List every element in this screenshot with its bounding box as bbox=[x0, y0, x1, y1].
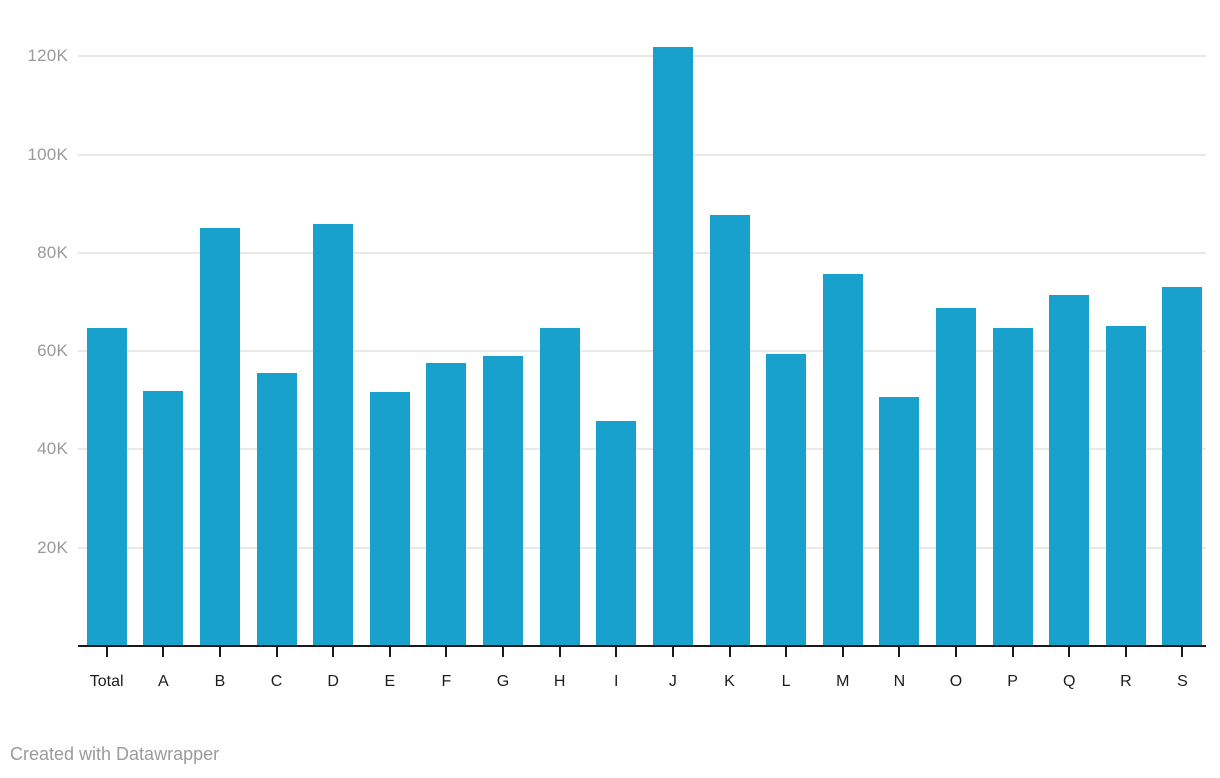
gridline-20K bbox=[78, 546, 1206, 549]
plot-area: 20K 40K 60K 80K 100K 120K bbox=[27, 46, 1206, 646]
x-axis-tick bbox=[162, 647, 165, 657]
x-axis-label-f: F bbox=[441, 673, 452, 690]
bar-r[interactable] bbox=[1105, 326, 1146, 646]
x-axis-label-e: E bbox=[384, 673, 396, 690]
x-axis-tick bbox=[502, 647, 505, 657]
x-axis-tick bbox=[841, 647, 844, 657]
x-axis-tick bbox=[332, 647, 335, 657]
bar-q[interactable] bbox=[1049, 295, 1090, 646]
x-axis-label-q: Q bbox=[1063, 673, 1076, 690]
bar-e[interactable] bbox=[369, 392, 410, 646]
bar-s[interactable] bbox=[1162, 287, 1203, 646]
x-axis-tick bbox=[1124, 647, 1127, 657]
bar-c[interactable] bbox=[256, 373, 297, 646]
x-axis-tick bbox=[728, 647, 731, 657]
x-axis-tick bbox=[558, 647, 561, 657]
bar-j[interactable] bbox=[652, 47, 693, 646]
x-axis-label-c: C bbox=[270, 673, 283, 690]
gridline-80K bbox=[78, 251, 1206, 254]
x-axis-tick bbox=[785, 647, 788, 657]
x-axis-label-p: P bbox=[1007, 673, 1018, 690]
bar-total[interactable] bbox=[86, 328, 127, 646]
x-axis-tick bbox=[388, 647, 391, 657]
x-axis-label-r: R bbox=[1120, 673, 1132, 690]
bar-a[interactable] bbox=[143, 391, 184, 646]
bar-g[interactable] bbox=[483, 356, 524, 646]
gridline-120K bbox=[78, 55, 1206, 58]
x-axis-tick bbox=[218, 647, 221, 657]
y-axis-tick-label: 40K bbox=[37, 439, 68, 459]
x-axis-label-j: J bbox=[668, 673, 677, 690]
x-axis-tick bbox=[898, 647, 901, 657]
x-axis-tick bbox=[105, 647, 108, 657]
x-axis-label-g: G bbox=[496, 673, 510, 690]
bar-p[interactable] bbox=[992, 328, 1033, 646]
bar-i[interactable] bbox=[596, 421, 637, 646]
x-axis-label-l: L bbox=[781, 673, 791, 690]
x-axis-label-k: K bbox=[724, 673, 735, 690]
x-axis-label-s: S bbox=[1177, 673, 1188, 690]
x-axis-tick bbox=[1011, 647, 1014, 657]
x-axis-label-n: N bbox=[893, 673, 906, 690]
x-axis-tick bbox=[445, 647, 448, 657]
x-axis-tick bbox=[1068, 647, 1071, 657]
datawrapper-credit: Created with Datawrapper bbox=[10, 744, 220, 764]
bar-l[interactable] bbox=[766, 354, 807, 646]
bar-b[interactable] bbox=[199, 228, 240, 646]
x-axis-label-h: H bbox=[553, 673, 566, 690]
y-axis-tick-label: 20K bbox=[37, 537, 68, 557]
x-axis-label-b: B bbox=[214, 673, 226, 690]
gridline-40K bbox=[78, 448, 1206, 451]
bar-d[interactable] bbox=[313, 224, 354, 646]
x-axis-tick bbox=[275, 647, 278, 657]
x-axis-tick bbox=[1181, 647, 1184, 657]
x-axis-tick bbox=[615, 647, 618, 657]
bar-n[interactable] bbox=[879, 397, 920, 646]
x-axis-label-d: D bbox=[327, 673, 339, 690]
y-axis-tick-label: 60K bbox=[37, 341, 68, 361]
y-axis-tick-label: 80K bbox=[37, 242, 68, 262]
bar-f[interactable] bbox=[426, 363, 467, 646]
x-axis-tick bbox=[671, 647, 674, 657]
bar-o[interactable] bbox=[936, 308, 976, 646]
gridline-60K bbox=[78, 350, 1206, 353]
bar-m[interactable] bbox=[822, 274, 863, 646]
x-axis-label-a: A bbox=[157, 673, 169, 690]
x-axis-line bbox=[78, 645, 1206, 647]
x-axis-label-m: M bbox=[836, 673, 850, 690]
y-axis-tick-label: 120K bbox=[27, 46, 68, 66]
y-axis-tick-label: 100K bbox=[27, 144, 68, 164]
x-axis-label-o: O bbox=[949, 673, 963, 690]
bar-k[interactable] bbox=[709, 215, 750, 646]
x-axis-label-i: I bbox=[614, 673, 619, 690]
x-axis-tick bbox=[955, 647, 957, 657]
gridline-100K bbox=[78, 153, 1206, 156]
x-axis-label-total: Total bbox=[89, 673, 124, 690]
bar-h[interactable] bbox=[539, 328, 580, 646]
